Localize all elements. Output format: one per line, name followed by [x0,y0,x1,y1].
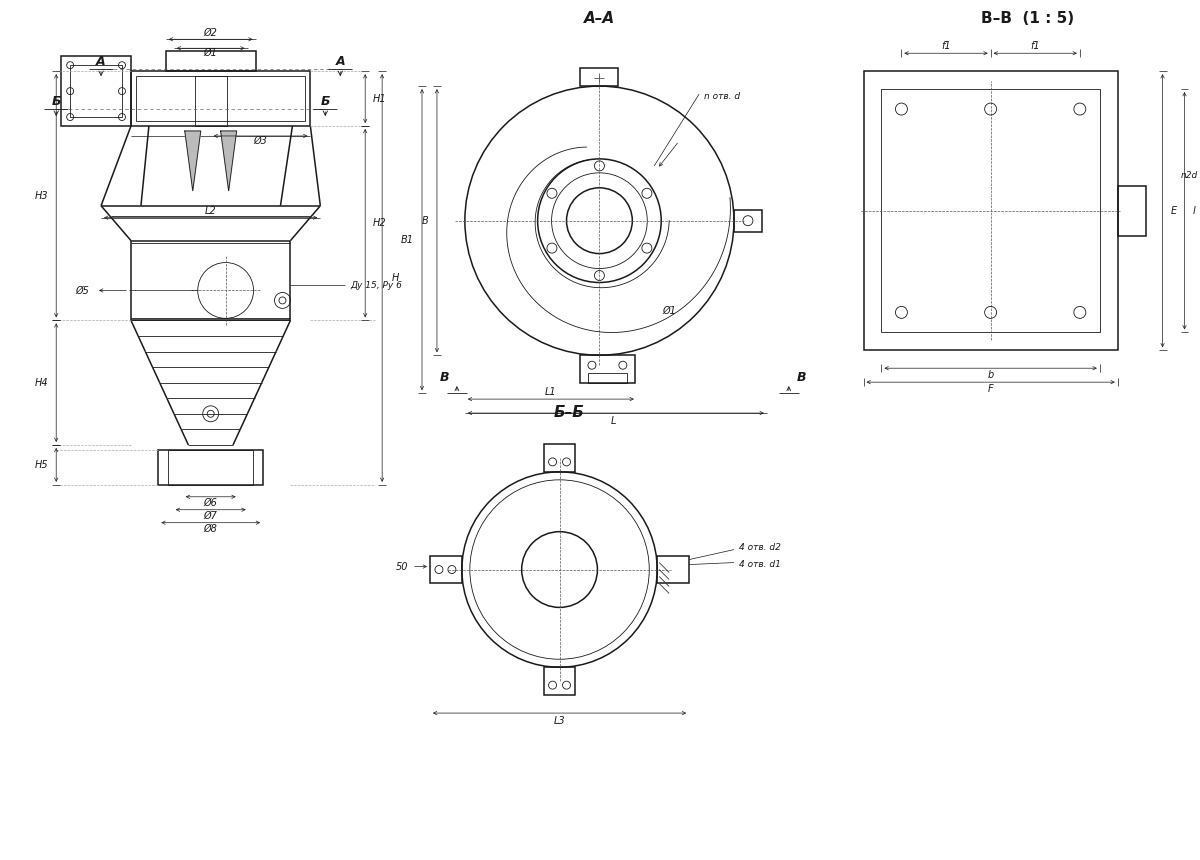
Bar [588,373,626,384]
Bar [168,450,253,485]
Bar [131,71,311,126]
Bar [658,556,689,583]
Text: Ø1: Ø1 [662,305,676,316]
Text: В–В  (1 : 5): В–В (1 : 5) [982,11,1074,26]
Bar [61,56,131,126]
Text: L2: L2 [205,206,216,216]
Text: H5: H5 [35,460,48,470]
Text: Ду 15, Ру 6: Ду 15, Ру 6 [350,281,402,290]
Text: L1: L1 [545,387,557,397]
Text: 50: 50 [396,562,408,572]
Text: А: А [336,55,346,68]
Bar [580,355,635,384]
Text: Ø8: Ø8 [204,524,217,534]
Bar [1117,186,1146,236]
Text: l: l [1193,206,1195,216]
Polygon shape [185,131,200,191]
Text: А–А: А–А [584,11,614,26]
Text: B: B [422,216,428,225]
Bar [136,77,305,121]
Text: Ø3: Ø3 [253,136,268,146]
Text: f1: f1 [941,41,950,52]
Text: Ø1: Ø1 [204,48,217,58]
Bar [194,77,227,126]
Text: E: E [1170,206,1177,216]
Text: n2d: n2d [1181,171,1198,181]
Text: b: b [988,370,994,380]
Text: А: А [96,55,106,68]
Text: H1: H1 [373,94,386,103]
Bar [864,71,1117,350]
Text: n отв. d: n отв. d [704,92,740,101]
Bar [882,89,1099,332]
Text: Ø7: Ø7 [204,511,217,520]
Bar [158,450,263,485]
Bar [581,68,618,86]
Text: 4 отв. d1: 4 отв. d1 [739,560,781,569]
Bar [430,556,462,583]
Bar [544,667,576,695]
Text: f1: f1 [1031,41,1040,52]
Text: L3: L3 [553,716,565,726]
Bar [70,65,122,117]
Text: В: В [440,371,450,384]
Bar [734,210,762,231]
Text: Б–Б: Б–Б [554,404,584,420]
Text: Ø6: Ø6 [204,498,217,507]
Text: Ø5: Ø5 [76,286,89,296]
Text: 4 отв. d2: 4 отв. d2 [739,544,781,552]
Text: В: В [797,371,806,384]
Text: Б: Б [320,95,330,108]
Polygon shape [221,131,236,191]
Text: H: H [392,273,400,283]
Bar [166,52,256,71]
Text: H2: H2 [373,218,386,228]
Text: H3: H3 [35,191,48,200]
Bar [544,444,576,472]
Text: F: F [988,384,994,394]
Text: L: L [611,416,616,426]
Text: Б: Б [52,95,61,108]
Text: B1: B1 [401,235,414,244]
Bar [131,241,290,321]
Text: Ø2: Ø2 [204,28,217,39]
Text: H4: H4 [35,378,48,388]
